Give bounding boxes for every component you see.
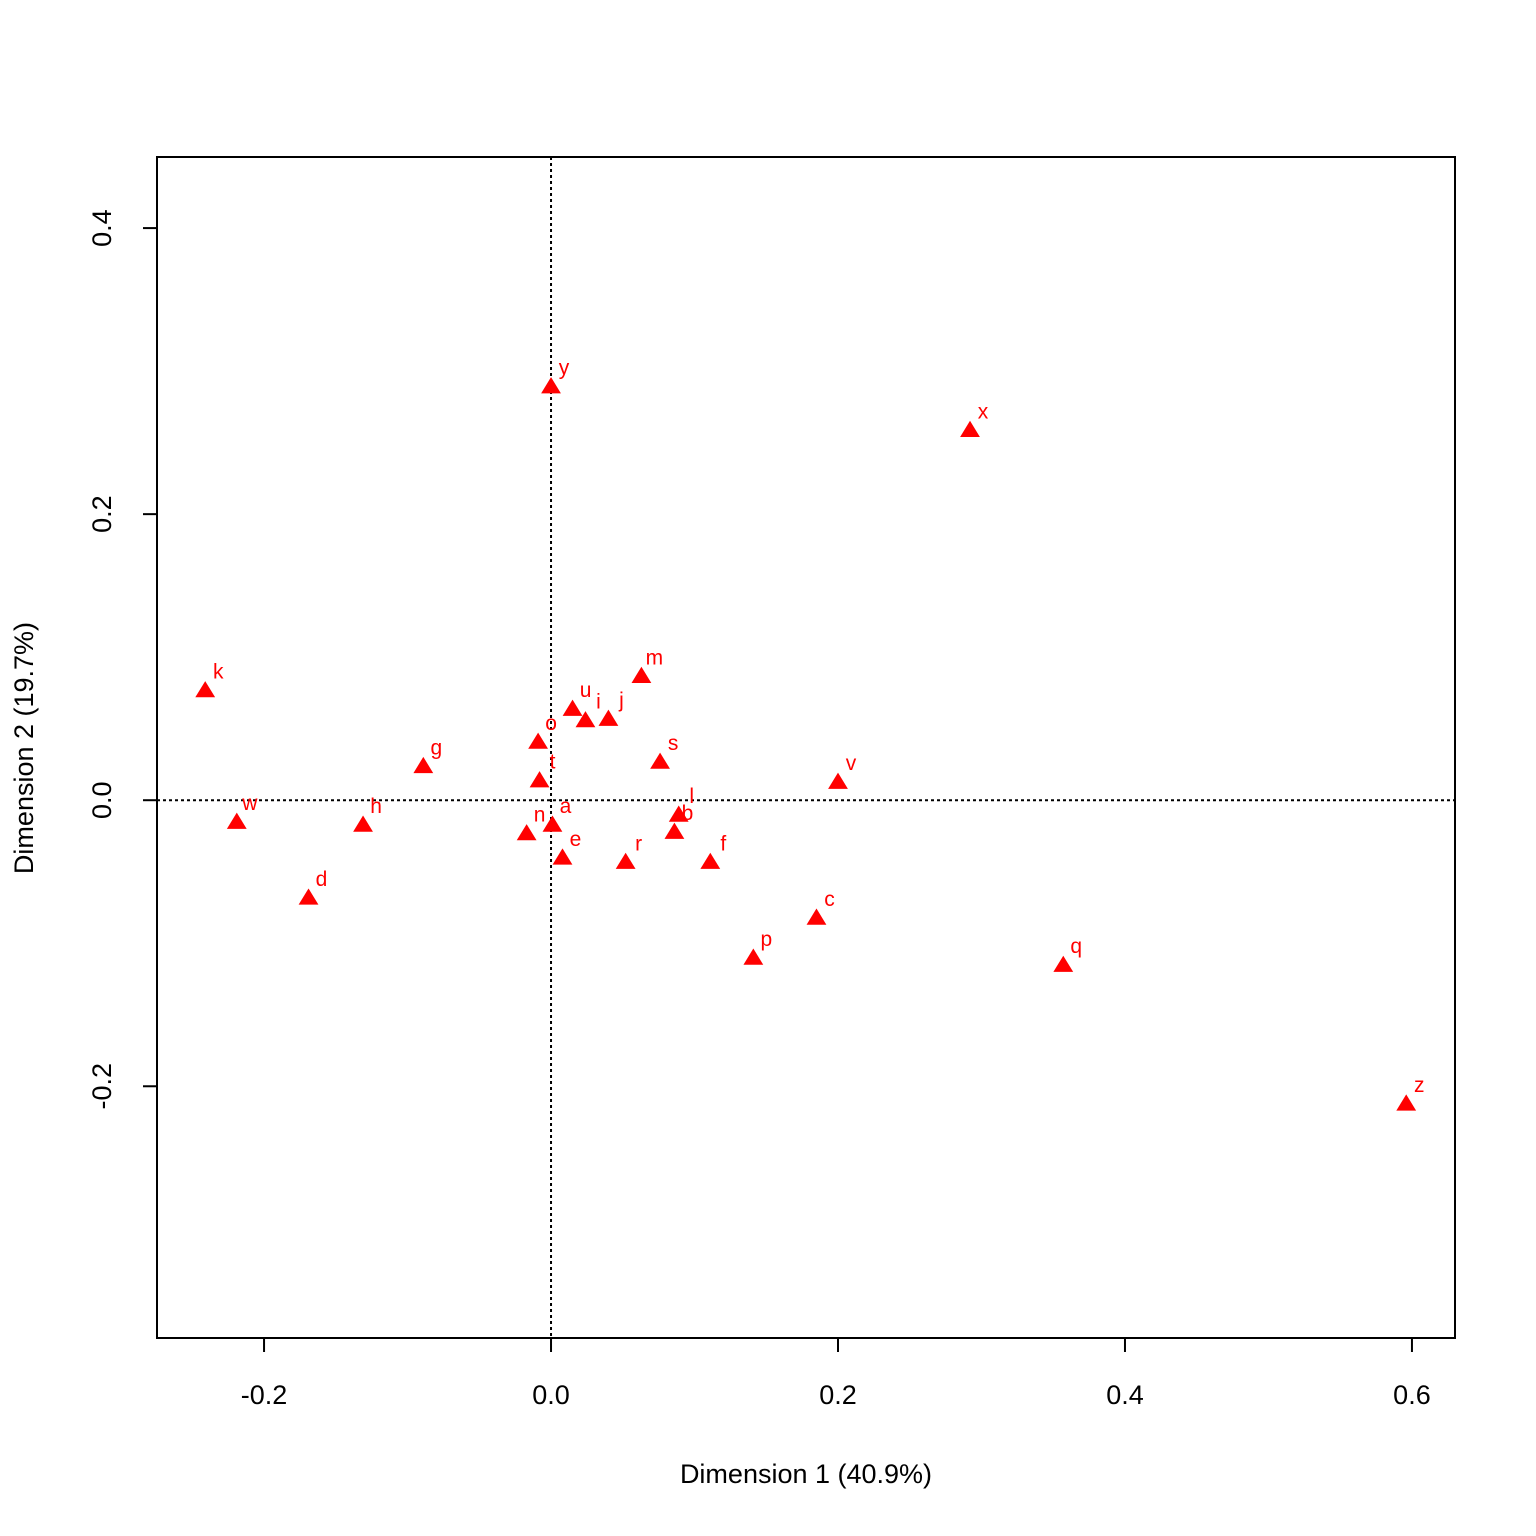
point-label: p: [760, 928, 772, 951]
point-label: s: [668, 732, 679, 755]
point: [575, 711, 596, 728]
point-label: d: [316, 868, 328, 891]
point: [226, 812, 247, 829]
point-label: u: [580, 679, 592, 702]
point-label: q: [1070, 935, 1082, 958]
point: [195, 681, 216, 698]
point-label: w: [241, 792, 258, 815]
point: [668, 805, 689, 822]
point: [615, 852, 636, 869]
point-label: b: [682, 802, 694, 825]
point: [743, 948, 764, 965]
point: [298, 888, 319, 905]
point-label: a: [560, 795, 572, 818]
point: [516, 824, 537, 841]
point: [664, 822, 685, 839]
point: [413, 756, 434, 774]
y-tick-label: 0.2: [87, 495, 117, 533]
point-label: c: [824, 888, 835, 911]
point: [353, 815, 373, 832]
point: [1053, 955, 1074, 972]
y-tick-label: 0.0: [87, 781, 117, 819]
point: [552, 848, 573, 865]
point-label: h: [370, 795, 382, 818]
point-label: o: [545, 712, 557, 735]
point: [598, 709, 619, 726]
point-label: l: [689, 785, 694, 808]
point: [828, 772, 848, 789]
y-axis-title: Dimension 2 (19.7%): [9, 622, 39, 874]
point: [1396, 1094, 1417, 1111]
point: [631, 666, 652, 683]
x-tick-label: 0.6: [1393, 1380, 1431, 1410]
point-label: t: [550, 751, 556, 774]
point-label: m: [646, 646, 664, 669]
point-label: v: [846, 752, 857, 775]
point-label: z: [1414, 1074, 1425, 1097]
point: [700, 852, 721, 869]
point-label: i: [596, 691, 601, 714]
point: [960, 420, 980, 437]
point-label: j: [618, 689, 624, 712]
y-tick-label: 0.4: [87, 209, 117, 247]
x-axis-title: Dimension 1 (40.9%): [680, 1459, 932, 1489]
x-tick-label: 0.2: [819, 1380, 857, 1410]
point-label: y: [559, 357, 570, 380]
point-label: r: [635, 832, 642, 855]
point-label: g: [430, 736, 442, 759]
point: [529, 771, 550, 788]
point: [542, 815, 563, 832]
plot-frame: [156, 156, 1456, 1339]
point-label: k: [213, 661, 224, 684]
point-label: f: [720, 832, 726, 855]
point: [562, 699, 583, 716]
point-label: x: [978, 400, 989, 423]
point-label: e: [570, 828, 582, 851]
x-tick-label: 0.4: [1106, 1380, 1144, 1410]
point-label: n: [534, 804, 546, 827]
y-tick-label: -0.2: [87, 1063, 117, 1110]
point: [528, 732, 549, 749]
point: [541, 377, 561, 394]
x-tick-label: 0.0: [532, 1380, 570, 1410]
x-tick-label: -0.2: [241, 1380, 288, 1410]
point: [650, 752, 670, 769]
point: [806, 908, 827, 925]
